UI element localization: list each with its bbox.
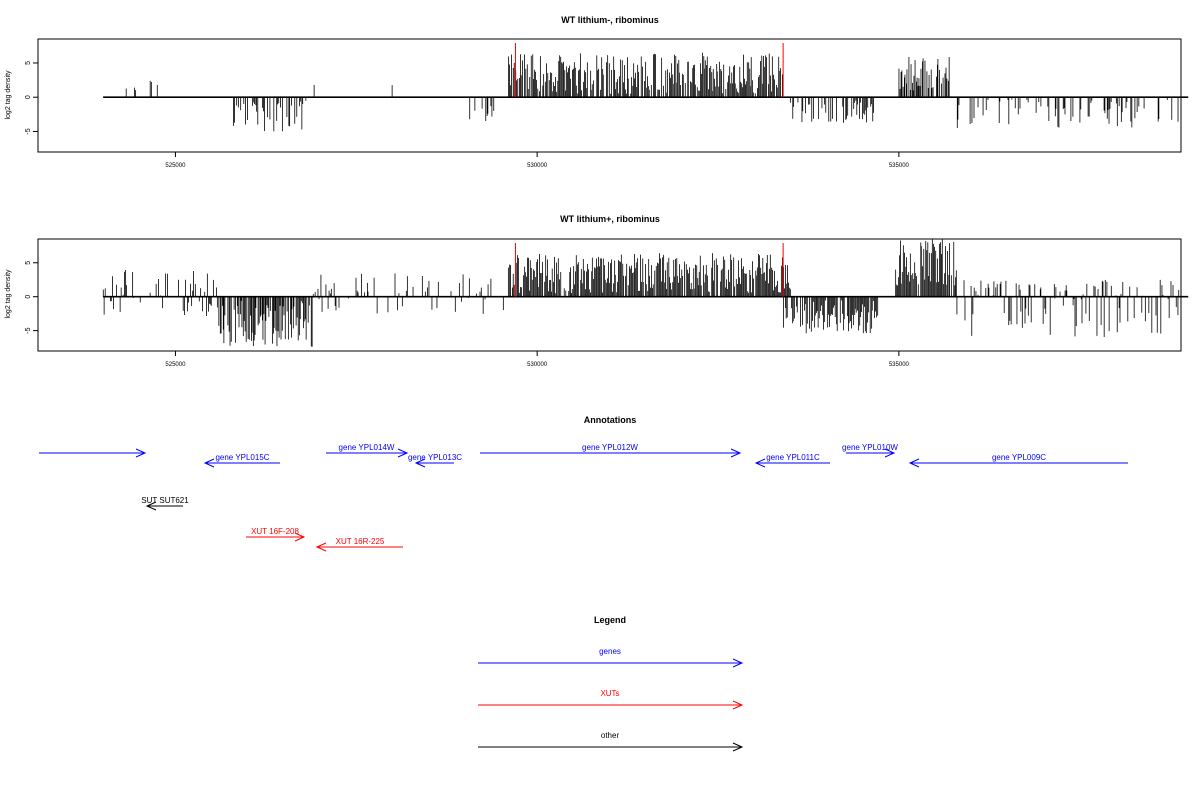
panel-title: WT lithium-, ribominus bbox=[561, 15, 659, 25]
feature-label: gene YPL015C bbox=[215, 453, 269, 462]
x-tick-label: 530000 bbox=[527, 163, 548, 169]
x-tick-label: 525000 bbox=[165, 163, 186, 169]
legend-title: Legend bbox=[594, 615, 626, 625]
panel-title: WT lithium+, ribominus bbox=[560, 214, 660, 224]
legend: Legend genes XUTs other bbox=[478, 615, 744, 752]
feature-label: gene YPL010W bbox=[842, 443, 898, 452]
feature-arrow: gene YPL011C bbox=[754, 453, 830, 468]
y-tick-label: 0 bbox=[25, 295, 32, 299]
axis-ticks: 525000 530000 535000 -5 0 5 bbox=[25, 61, 910, 169]
feature-arrow: SUT SUT621 bbox=[141, 496, 189, 511]
track-panel-lithium-minus: WT lithium-, ribominus log2 tag density … bbox=[5, 15, 1189, 169]
y-axis-label: log2 tag density bbox=[5, 269, 12, 319]
feature-arrow bbox=[39, 448, 147, 458]
x-tick-label: 535000 bbox=[889, 362, 910, 368]
feature-arrow: gene YPL012W bbox=[480, 443, 742, 458]
boundary-markers bbox=[514, 243, 784, 297]
feature-arrow: gene YPL009C bbox=[908, 453, 1128, 468]
arrow-head bbox=[908, 458, 920, 468]
axis-ticks: 525000 530000 535000 -5 0 5 bbox=[25, 261, 910, 368]
y-tick-label: 0 bbox=[25, 95, 32, 99]
legend-label: XUTs bbox=[600, 689, 619, 698]
legend-arrow bbox=[478, 700, 744, 710]
feature-arrow: gene YPL013C bbox=[408, 453, 462, 468]
legend-label: other bbox=[601, 731, 620, 740]
feature-label: XUT 16R-225 bbox=[336, 537, 385, 546]
legend-arrow bbox=[478, 742, 744, 752]
annotation-features: gene YPL015C gene YPL014W gene YPL013C gene… bbox=[39, 443, 1128, 552]
plot-frame bbox=[37, 38, 1182, 153]
x-tick-label: 525000 bbox=[165, 362, 186, 368]
feature-label: gene YPL011C bbox=[766, 453, 820, 462]
y-tick-label: 5 bbox=[25, 261, 32, 265]
plot-frame bbox=[37, 238, 1182, 352]
arrow-head bbox=[315, 542, 327, 552]
y-axis-label: log2 tag density bbox=[5, 70, 12, 120]
boundary-markers bbox=[514, 43, 784, 98]
feature-label: XUT 16F-208 bbox=[251, 527, 299, 536]
arrow-head bbox=[294, 532, 306, 542]
feature-label: gene YPL013C bbox=[408, 453, 462, 462]
coverage-bars bbox=[102, 239, 1180, 347]
feature-arrow: XUT 16F-208 bbox=[246, 527, 306, 542]
arrow-head bbox=[884, 448, 896, 458]
annotations-title: Annotations bbox=[584, 415, 637, 425]
legend-label: genes bbox=[599, 647, 621, 656]
y-tick-label: -5 bbox=[25, 327, 32, 333]
feature-label: gene YPL012W bbox=[582, 443, 638, 452]
arrow-head bbox=[145, 501, 157, 511]
feature-arrow: XUT 16R-225 bbox=[315, 537, 403, 552]
arrow-head bbox=[730, 448, 742, 458]
x-tick-label: 530000 bbox=[527, 362, 548, 368]
coverage-bars bbox=[125, 52, 1179, 132]
legend-entries: genes XUTs other bbox=[478, 647, 744, 752]
arrow-head bbox=[135, 448, 147, 458]
feature-arrow: gene YPL015C bbox=[203, 453, 280, 468]
feature-label: gene YPL014W bbox=[339, 443, 395, 452]
arrow-head bbox=[732, 658, 744, 668]
arrow-head bbox=[754, 458, 766, 468]
arrow-head bbox=[732, 700, 744, 710]
arrow-head bbox=[732, 742, 744, 752]
feature-label: SUT SUT621 bbox=[141, 496, 189, 505]
feature-arrow: gene YPL010W bbox=[842, 443, 898, 458]
arrow-head bbox=[203, 458, 215, 468]
y-tick-label: 5 bbox=[25, 61, 32, 65]
arrow-head bbox=[414, 458, 426, 468]
track-panel-lithium-plus: WT lithium+, ribominus log2 tag density … bbox=[5, 214, 1189, 368]
arrow-head bbox=[397, 448, 409, 458]
x-tick-label: 535000 bbox=[889, 163, 910, 169]
legend-arrow bbox=[478, 658, 744, 668]
feature-label: gene YPL009C bbox=[992, 453, 1046, 462]
feature-arrow: gene YPL014W bbox=[326, 443, 409, 458]
y-tick-label: -5 bbox=[25, 128, 32, 134]
